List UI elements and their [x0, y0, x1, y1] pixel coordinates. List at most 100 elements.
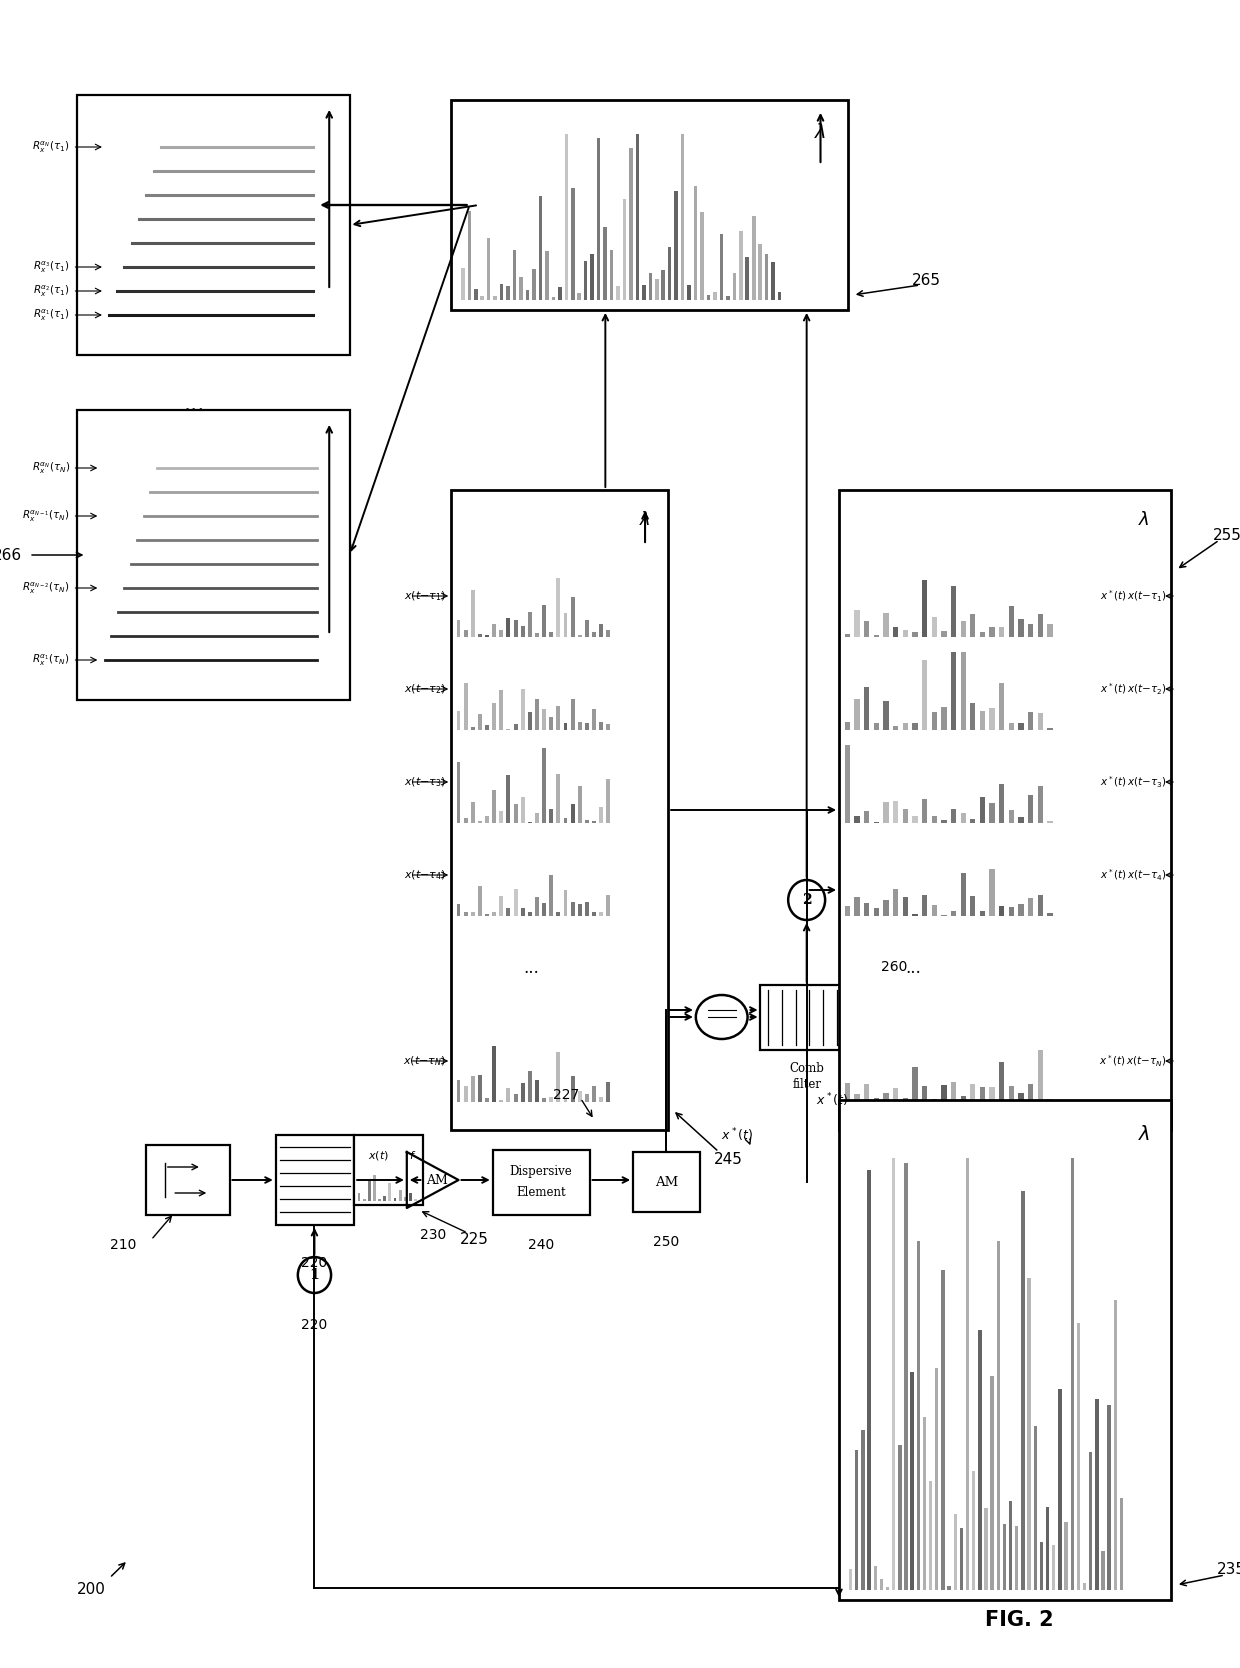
Text: FIG. 2: FIG. 2 [985, 1610, 1053, 1630]
Polygon shape [407, 1153, 459, 1208]
Bar [534, 634, 539, 637]
Bar [542, 902, 546, 916]
Bar [760, 986, 853, 1049]
Bar [839, 490, 1172, 1129]
Bar [947, 1586, 951, 1590]
Bar [921, 1086, 928, 1103]
Bar [883, 901, 889, 916]
Bar [500, 1099, 503, 1103]
Bar [883, 1093, 889, 1103]
Bar [972, 1471, 976, 1590]
Bar [593, 912, 596, 916]
Text: 225: 225 [460, 1233, 489, 1248]
Bar [534, 699, 539, 731]
Bar [451, 490, 668, 1129]
Text: $x(t)$: $x(t)$ [368, 1149, 389, 1161]
Bar [636, 135, 639, 300]
Text: $R_x^{\alpha_1}(\tau_1)$: $R_x^{\alpha_1}(\tau_1)$ [33, 307, 69, 322]
Bar [893, 801, 898, 822]
Bar [903, 809, 908, 822]
Text: AM: AM [427, 1174, 448, 1186]
Text: $x^*(t)\,x(t{-}\tau_2)$: $x^*(t)\,x(t{-}\tau_2)$ [1100, 681, 1167, 697]
Bar [570, 804, 574, 822]
Bar [883, 612, 889, 637]
Bar [970, 1084, 976, 1103]
Bar [629, 148, 632, 300]
Bar [854, 1094, 859, 1103]
Bar [477, 821, 482, 822]
Text: Element: Element [516, 1186, 565, 1199]
Bar [471, 912, 475, 916]
Bar [404, 1198, 407, 1201]
Text: 260: 260 [882, 961, 908, 974]
Bar [931, 712, 937, 731]
Bar [990, 709, 994, 731]
Bar [864, 687, 869, 731]
Text: Dispersive: Dispersive [510, 1166, 572, 1179]
Bar [931, 906, 937, 916]
Bar [563, 819, 568, 822]
Bar [610, 250, 614, 300]
Bar [388, 1183, 392, 1201]
Bar [549, 1096, 553, 1103]
Bar [485, 1098, 489, 1103]
Bar [557, 1053, 560, 1103]
Bar [893, 726, 898, 731]
Bar [913, 816, 918, 822]
Bar [961, 812, 966, 822]
Bar [844, 746, 849, 822]
Bar [485, 816, 489, 822]
Bar [970, 702, 976, 731]
Bar [931, 1099, 937, 1103]
Bar [500, 284, 503, 300]
Text: $R_x^{\alpha_3}(\tau_1)$: $R_x^{\alpha_3}(\tau_1)$ [33, 259, 69, 275]
Bar [921, 799, 928, 822]
Bar [668, 247, 672, 300]
Bar [532, 269, 536, 300]
Bar [931, 816, 937, 822]
Bar [542, 709, 546, 731]
Bar [596, 138, 600, 300]
Bar [681, 135, 684, 300]
Bar [893, 627, 898, 637]
Bar [856, 1449, 858, 1590]
Bar [1034, 1426, 1037, 1590]
Bar [492, 1046, 496, 1103]
Bar [1107, 1404, 1111, 1590]
Bar [898, 1444, 901, 1590]
Text: 230: 230 [419, 1228, 446, 1243]
Bar [542, 749, 546, 822]
Bar [1009, 1086, 1014, 1103]
Bar [599, 912, 603, 916]
Text: $R_x^{\alpha_N}(\tau_1)$: $R_x^{\alpha_N}(\tau_1)$ [32, 140, 69, 155]
Text: 220: 220 [301, 1318, 327, 1333]
Bar [970, 614, 976, 637]
Bar [921, 894, 928, 916]
Bar [997, 1241, 999, 1590]
Bar [739, 232, 743, 300]
Bar [409, 1193, 412, 1201]
Bar [585, 1094, 589, 1103]
Bar [534, 814, 539, 822]
Bar [585, 902, 589, 916]
Bar [1076, 1323, 1080, 1590]
Bar [951, 585, 956, 637]
Bar [521, 907, 525, 916]
Text: $f$: $f$ [409, 1149, 415, 1161]
Bar [146, 1144, 229, 1214]
Bar [879, 1580, 883, 1590]
Bar [599, 807, 603, 822]
Bar [1038, 1051, 1043, 1103]
Bar [585, 819, 589, 822]
Bar [903, 631, 908, 637]
Bar [999, 1061, 1004, 1103]
Bar [1101, 1551, 1105, 1590]
Bar [563, 1099, 568, 1103]
Bar [557, 579, 560, 637]
Text: 2: 2 [802, 892, 811, 907]
Bar [513, 250, 516, 300]
Bar [606, 629, 610, 637]
Bar [549, 632, 553, 637]
Bar [854, 699, 859, 731]
Bar [874, 1098, 879, 1103]
